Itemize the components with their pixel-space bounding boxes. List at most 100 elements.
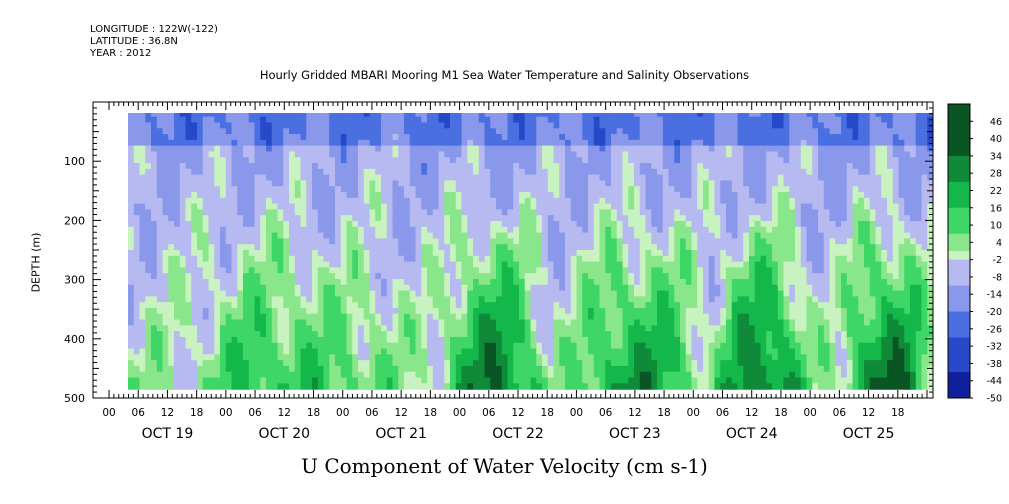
heatmap-cell: [329, 267, 336, 274]
heatmap-cell: [231, 250, 238, 257]
heatmap-cell: [846, 186, 854, 193]
heatmap-cell: [369, 238, 376, 245]
heatmap-cell: [231, 215, 238, 222]
heatmap-cell: [294, 116, 302, 124]
heatmap-cell: [455, 116, 463, 124]
heatmap-cell: [179, 203, 187, 211]
heatmap-cell: [657, 186, 664, 193]
heatmap-cell: [202, 151, 210, 158]
heatmap-cell: [760, 186, 767, 193]
heatmap-cell: [346, 122, 353, 129]
heatmap-cell: [772, 113, 779, 118]
heatmap-cell: [766, 255, 773, 263]
heatmap-cell: [829, 113, 836, 118]
heatmap-cell: [421, 145, 428, 153]
heatmap-cell: [766, 221, 773, 228]
heatmap-cell: [237, 302, 244, 309]
heatmap-cell: [335, 186, 342, 193]
heatmap-cell: [421, 168, 428, 176]
heatmap-cell: [277, 197, 284, 205]
heatmap-cell: [432, 290, 440, 297]
heatmap-cell: [795, 203, 802, 211]
heatmap-cell: [622, 226, 629, 234]
heatmap-cell: [904, 139, 911, 147]
heatmap-cell: [898, 116, 905, 124]
heatmap-cell: [559, 197, 566, 205]
heatmap-cell: [720, 134, 727, 141]
heatmap-cell: [806, 145, 813, 153]
heatmap-cell: [720, 128, 727, 135]
heatmap-cell: [208, 302, 215, 309]
heatmap-cell: [317, 174, 325, 182]
heatmap-cell: [381, 203, 388, 211]
heatmap-cell: [731, 134, 739, 141]
heatmap-cell: [576, 244, 583, 251]
heatmap-cell: [818, 244, 825, 251]
heatmap-cell: [427, 221, 434, 228]
heatmap-cell: [145, 221, 152, 228]
heatmap-cell: [473, 226, 480, 234]
heatmap-cell: [524, 174, 532, 182]
heatmap-cell: [662, 157, 670, 164]
heatmap-cell: [651, 232, 658, 240]
heatmap-cell: [743, 122, 750, 129]
heatmap-cell: [156, 261, 164, 268]
heatmap-cell: [622, 215, 629, 222]
heatmap-cell: [156, 284, 164, 292]
heatmap-cell: [565, 174, 572, 182]
heatmap-cell: [674, 261, 681, 268]
heatmap-cell: [427, 157, 434, 164]
heatmap-cell: [864, 197, 871, 205]
heatmap-cell: [553, 134, 560, 141]
heatmap-cell: [306, 134, 313, 141]
heatmap-cell: [438, 244, 445, 251]
heatmap-cell: [231, 255, 238, 263]
heatmap-cell: [369, 203, 376, 211]
heatmap-cell: [220, 139, 227, 147]
heatmap-cell: [576, 209, 583, 216]
heatmap-cell: [513, 163, 520, 170]
heatmap-cell: [306, 238, 313, 245]
heatmap-cell: [415, 151, 422, 158]
heatmap-cell: [651, 284, 658, 292]
heatmap-cell: [220, 134, 227, 141]
heatmap-cell: [386, 197, 394, 205]
heatmap-cell: [737, 226, 744, 234]
heatmap-cell: [628, 307, 635, 315]
heatmap-cell: [329, 215, 336, 222]
heatmap-cell: [352, 168, 359, 176]
heatmap-cell: [536, 113, 543, 118]
heatmap-cell: [478, 122, 486, 129]
heatmap-cell: [795, 180, 802, 187]
heatmap-cell: [812, 139, 819, 147]
heatmap-cell: [789, 168, 796, 176]
heatmap-cell: [432, 244, 440, 251]
heatmap-cell: [375, 157, 382, 164]
heatmap-cell: [312, 186, 319, 193]
heatmap-cell: [703, 116, 710, 124]
heatmap-cell: [409, 267, 417, 274]
heatmap-cell: [898, 284, 905, 292]
heatmap-cell: [254, 203, 261, 211]
heatmap-cell: [381, 302, 388, 309]
heatmap-cell: [783, 273, 790, 280]
heatmap-cell: [128, 307, 135, 315]
heatmap-cell: [225, 307, 233, 315]
heatmap-cell: [496, 284, 503, 292]
heatmap-cell: [530, 113, 537, 118]
heatmap-cell: [818, 250, 825, 257]
heatmap-cell: [869, 255, 877, 263]
heatmap-cell: [582, 168, 589, 176]
heatmap-cell: [467, 163, 474, 170]
heatmap-cell: [496, 238, 503, 245]
heatmap-cell: [312, 180, 319, 187]
heatmap-cell: [565, 261, 572, 268]
heatmap-cell: [340, 134, 348, 141]
heatmap-cell: [248, 116, 256, 124]
heatmap-cell: [588, 134, 595, 141]
heatmap-cell: [599, 296, 606, 303]
heatmap-cell: [444, 157, 451, 164]
heatmap-cell: [737, 267, 744, 274]
heatmap-cell: [404, 122, 411, 129]
heatmap-cell: [427, 139, 434, 147]
